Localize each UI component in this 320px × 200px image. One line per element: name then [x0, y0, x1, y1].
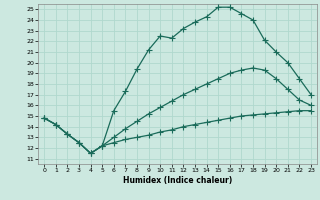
X-axis label: Humidex (Indice chaleur): Humidex (Indice chaleur) — [123, 176, 232, 185]
